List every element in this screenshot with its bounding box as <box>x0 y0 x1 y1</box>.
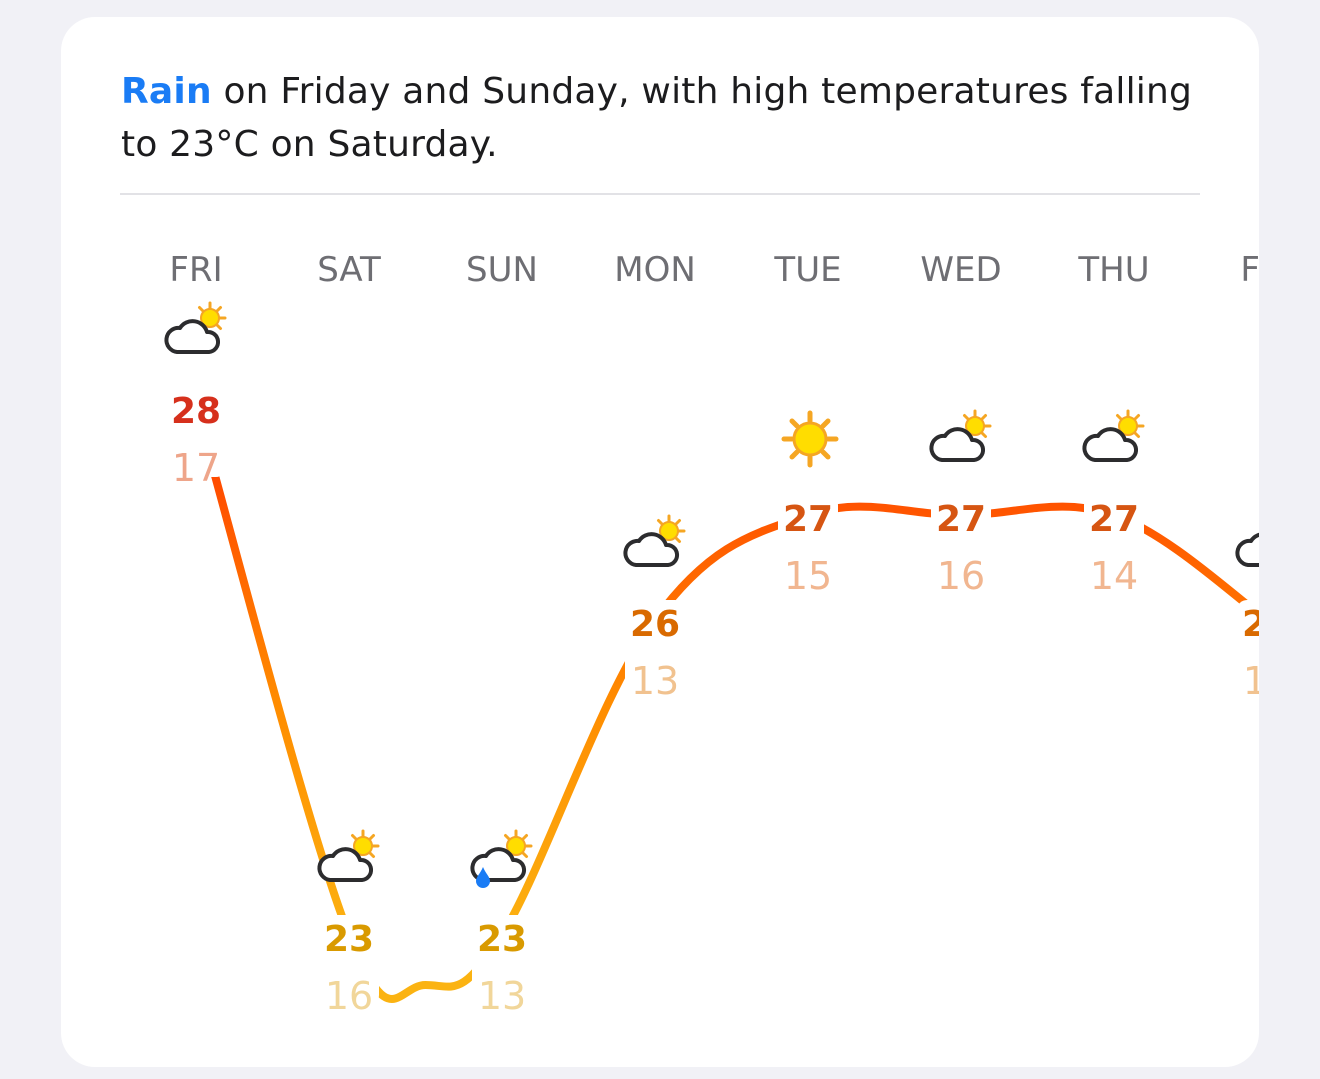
forecast-day[interactable]: WED 27 16 <box>920 250 1001 598</box>
label-backing <box>778 495 838 585</box>
high-temp: 23 <box>477 919 527 960</box>
forecast-card: Rain on Friday and Sunday, with high tem… <box>61 17 1259 1067</box>
forecast-summary: Rain on Friday and Sunday, with high tem… <box>121 65 1211 171</box>
label-backing <box>1084 495 1144 585</box>
low-temp: 13 <box>478 974 526 1018</box>
high-temp: 27 <box>783 499 833 540</box>
high-temp: 26 <box>630 604 680 645</box>
high-temp: 23 <box>324 919 374 960</box>
sun-icon <box>784 413 836 465</box>
divider <box>120 193 1200 195</box>
forecast-day[interactable]: SUN 23 13 <box>466 250 538 1018</box>
low-temp: 13 <box>631 659 679 703</box>
forecast-day[interactable]: MON 26 13 <box>614 250 696 703</box>
day-label: SAT <box>317 250 381 290</box>
low-temp: 16 <box>937 554 985 598</box>
partly-cloudy-icon <box>623 514 686 567</box>
partly-cloudy-icon <box>317 829 380 882</box>
low-temp: 13 <box>1243 659 1259 703</box>
day-label: THU <box>1077 250 1149 290</box>
forecast-day[interactable]: FRI 26 13 <box>1235 250 1259 703</box>
low-temp: 14 <box>1090 554 1138 598</box>
day-label: WED <box>920 250 1001 290</box>
high-temp: 27 <box>936 499 986 540</box>
low-temp: 16 <box>325 974 373 1018</box>
label-backing <box>472 915 532 1005</box>
label-backing <box>319 915 379 1005</box>
high-temp: 28 <box>171 391 221 432</box>
partly-cloudy-icon <box>1235 514 1259 567</box>
temperature-line <box>192 403 1259 1003</box>
day-label: FRI <box>169 250 222 290</box>
label-backing <box>166 387 226 477</box>
forecast-chart[interactable]: FRI 28 17 SAT 23 16 SUN 23 13 MON 26 13 TUE 27 15 WED 27… <box>61 17 1259 1067</box>
low-temp: 15 <box>784 554 832 598</box>
low-temp: 17 <box>172 446 220 490</box>
forecast-day[interactable]: FRI 28 17 <box>164 250 227 490</box>
label-backing <box>625 600 685 690</box>
label-backing <box>1237 600 1259 690</box>
summary-text: on Friday and Sunday, with high temperat… <box>121 71 1193 165</box>
partly-cloudy-icon <box>1082 409 1145 462</box>
forecast-day[interactable]: THU 27 14 <box>1077 250 1149 598</box>
label-backing <box>931 495 991 585</box>
high-temp: 27 <box>1089 499 1139 540</box>
day-label: FRI <box>1240 250 1259 290</box>
day-label: MON <box>614 250 696 290</box>
partly-cloudy-icon <box>929 409 992 462</box>
high-temp: 26 <box>1242 604 1259 645</box>
day-label: SUN <box>466 250 538 290</box>
forecast-day[interactable]: SAT 23 16 <box>317 250 381 1018</box>
rain-partly-cloudy-icon <box>472 831 531 888</box>
summary-highlight: Rain <box>121 71 212 112</box>
day-label: TUE <box>773 250 841 290</box>
forecast-day[interactable]: TUE 27 15 <box>773 250 841 598</box>
partly-cloudy-icon <box>164 301 227 354</box>
